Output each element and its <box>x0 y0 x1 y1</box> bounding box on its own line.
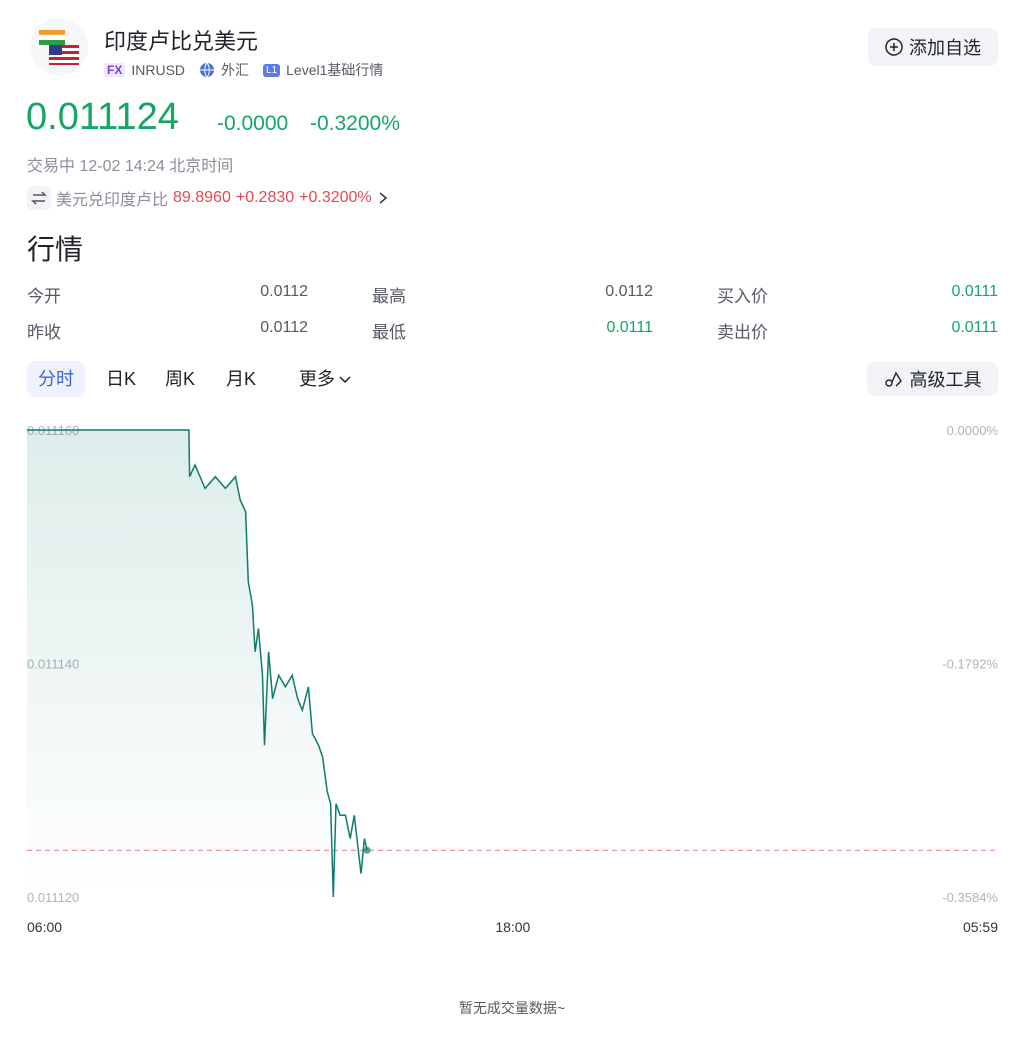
asset-type: 外汇 <box>221 62 250 78</box>
x-tick-label: 05:59 <box>963 919 998 935</box>
stat-label: 卖出价 <box>717 323 768 342</box>
stat-value: 0.0111 <box>606 319 653 336</box>
chevron-right <box>379 192 387 204</box>
y2-tick-label: -0.3584% <box>942 890 998 905</box>
stat-label: 昨收 <box>27 323 61 342</box>
status: 交易中 12-02 14:24 北京时间 <box>27 158 234 175</box>
volume-note: 暂无成交量数据~ <box>458 1000 566 1016</box>
x-tick-label: 06:00 <box>27 919 62 935</box>
inverse-change-pct: +0.3200% <box>299 189 372 206</box>
plus-icon <box>885 38 903 56</box>
market-badge: FX <box>104 63 126 77</box>
stat-value: 0.0112 <box>605 283 653 300</box>
last-point <box>363 846 371 854</box>
inverse-row[interactable]: 美元兑印度卢比 89.8960 +0.2830 +0.3200% <box>27 186 389 210</box>
stat-value: 0.0111 <box>951 283 998 300</box>
flag-graphic <box>38 30 79 65</box>
stat-value: 0.0112 <box>260 319 308 336</box>
y2-tick-label: -0.1792% <box>942 657 998 672</box>
globe-icon <box>200 62 215 78</box>
stat-label: 最高 <box>372 287 406 306</box>
stat-value: 0.0112 <box>260 283 308 300</box>
title: 印度卢比兑美元 <box>104 29 259 54</box>
flag-icon <box>30 18 88 76</box>
tab[interactable]: 月K <box>226 369 257 389</box>
y2-tick-label: 0.0000% <box>947 423 999 438</box>
section-title: 行情 <box>27 234 84 265</box>
stat-label: 最低 <box>372 323 406 342</box>
inverse-name: 美元兑印度卢比 <box>56 192 169 209</box>
symbol: INRUSD <box>131 62 186 78</box>
tools-button[interactable]: 高级工具 <box>867 362 998 396</box>
tab[interactable]: 分时 <box>27 361 85 397</box>
tab[interactable]: 日K <box>106 369 137 389</box>
x-tick-label: 18:00 <box>495 919 530 935</box>
inverse-change: +0.2830 <box>235 189 295 206</box>
tools-label: 高级工具 <box>909 370 982 390</box>
tools-icon <box>884 371 902 387</box>
watch-label: 添加自选 <box>909 38 981 58</box>
line <box>27 429 368 898</box>
stat-label: 买入价 <box>717 287 768 306</box>
price: 0.011124 <box>26 96 179 138</box>
watch-button[interactable]: 添加自选 <box>868 28 998 66</box>
tab[interactable]: 更多 <box>299 361 352 397</box>
stat-label: 今开 <box>27 287 61 306</box>
change: -0.0000 <box>217 112 289 135</box>
inverse-price: 89.8960 <box>173 189 231 206</box>
chevron-down <box>339 376 351 384</box>
tab[interactable]: 周K <box>165 369 196 389</box>
change-pct: -0.3200% <box>310 112 400 135</box>
swap-icon <box>27 186 51 210</box>
level-badge: L1 <box>263 63 281 77</box>
level: Level1基础行情 <box>286 62 384 78</box>
subtitle-row: FX INRUSD 外汇 L1 Level1基础行情 <box>104 60 383 80</box>
area <box>27 430 368 897</box>
stat-value: 0.0111 <box>951 319 998 336</box>
